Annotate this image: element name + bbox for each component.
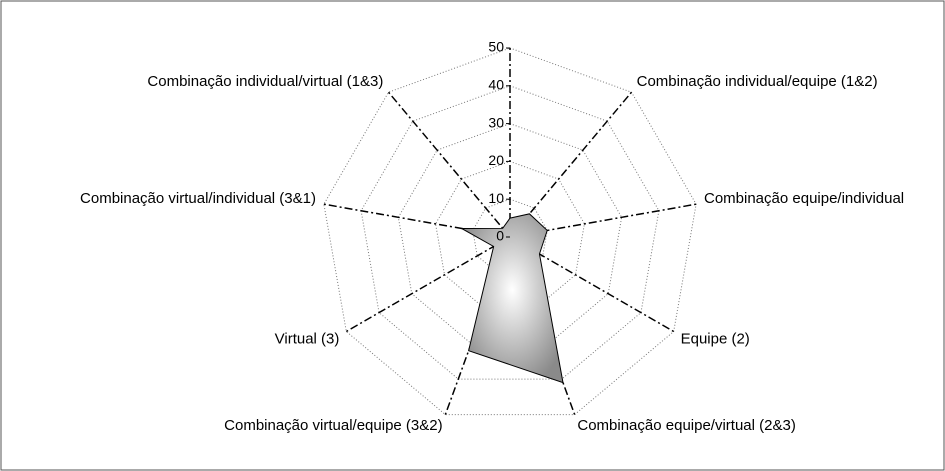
data-area <box>459 213 564 384</box>
category-label: Combinação virtual/equipe (3&2) <box>224 417 442 434</box>
category-label: Combinação virtual/individual (3&1) <box>80 190 316 207</box>
tick-label: 40 <box>488 77 504 93</box>
tick-label: 30 <box>488 114 504 130</box>
category-label: Combinação individual/equipe (1&2) <box>637 73 878 90</box>
grid-line <box>323 47 697 416</box>
category-label: Equipe (2) <box>681 330 750 347</box>
grid-line <box>435 160 585 309</box>
category-label: Combinação equipe/individual <box>704 190 904 207</box>
tick-label: 50 <box>488 39 504 55</box>
category-label: Combinação equipe/virtual (2&3) <box>577 417 795 434</box>
category-label: Combinação individual/virtual (1&3) <box>147 73 383 90</box>
tick-label: 0 <box>496 228 504 244</box>
tick-label: 20 <box>488 152 504 168</box>
category-label: Virtual (3) <box>275 330 340 347</box>
tick-label: 10 <box>488 190 504 206</box>
grid-line <box>360 85 660 380</box>
